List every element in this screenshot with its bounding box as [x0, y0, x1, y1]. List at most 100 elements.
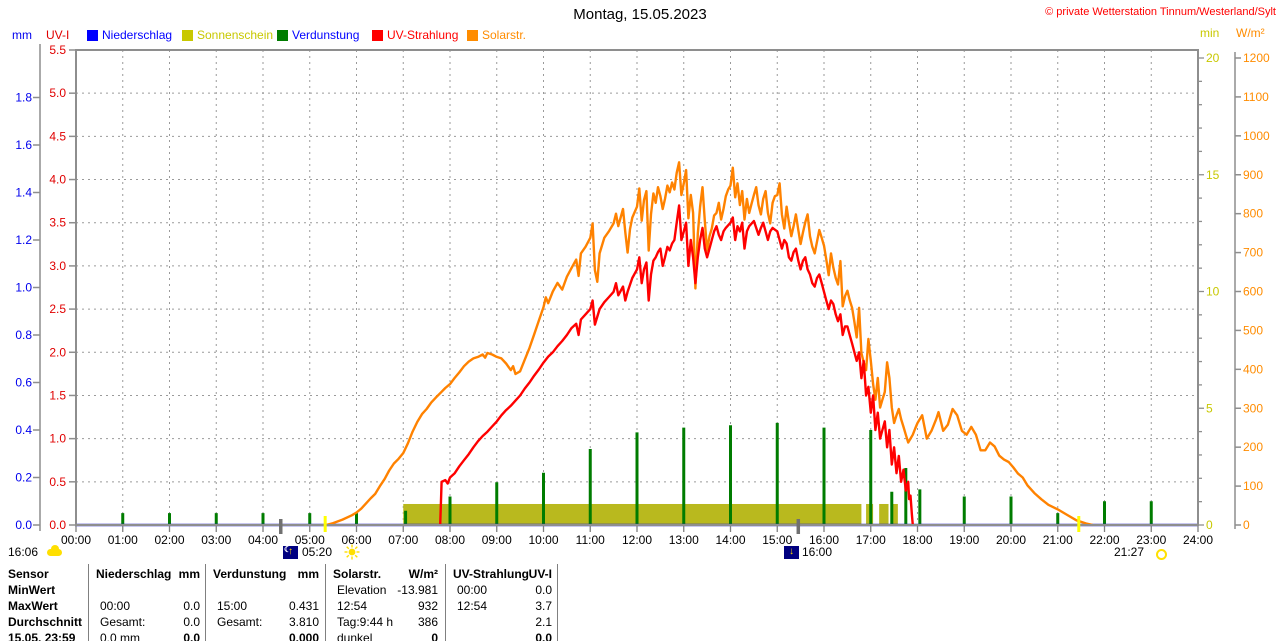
wm2-axis-label: 600: [1243, 285, 1263, 299]
mm-axis-label: 0.2: [15, 471, 32, 485]
table-cell-value: 0.000: [288, 631, 319, 641]
x-axis-label: 22:00: [1089, 533, 1119, 547]
legend-swatch: [277, 29, 288, 41]
uv-axis-label: 0.5: [49, 475, 66, 489]
uv-axis-label: 3.5: [49, 216, 66, 230]
uv-axis-label: 1.0: [49, 432, 66, 446]
legend-swatch: [87, 29, 98, 41]
wm2-axis-label: 1100: [1243, 90, 1269, 104]
sunrise-time-label: 05:20: [302, 545, 333, 559]
table-cell-label: Elevation: [337, 583, 387, 597]
x-axis-label: 03:00: [201, 533, 231, 547]
table-column-separator: [205, 564, 206, 641]
table-row-label: 15.05, 23:59: [8, 631, 76, 641]
table-column-unit: UV-I: [528, 567, 552, 581]
table-column-unit: W/m²: [408, 567, 438, 581]
wm2-axis-label: 1000: [1243, 129, 1270, 143]
legend-label: Verdunstung: [292, 28, 360, 42]
legend-label: UV-Strahlung: [387, 28, 459, 42]
table-column-header: Verdunstung: [213, 567, 287, 581]
uv-curve: [439, 204, 914, 526]
table-row-label: MaxWert: [8, 599, 58, 613]
table-cell-value: 0.0: [535, 631, 552, 641]
table-cell-value: 386: [417, 615, 438, 629]
x-axis-label: 13:00: [669, 533, 699, 547]
legend-item-sonnenschein: Sonnenschein: [182, 28, 277, 42]
plot-border: [75, 49, 1199, 526]
table-column-header: UV-Strahlung: [453, 567, 530, 581]
x-axis-label: 15:00: [762, 533, 792, 547]
mm-axis-label: 0.8: [15, 328, 32, 342]
mm-axis-label: 1.4: [15, 186, 32, 200]
x-axis-label: 02:00: [154, 533, 184, 547]
x-axis-label: 16:00: [809, 533, 839, 547]
table-cell-value: 0: [431, 631, 438, 641]
x-axis-label: 23:00: [1136, 533, 1166, 547]
uv-axis-label: 2.5: [49, 302, 66, 316]
legend: Niederschlag Sonnenschein Verdunstung UV-St…: [87, 28, 562, 42]
table-cell-value: 0.0: [183, 599, 200, 613]
table-cell-label: 15:00: [217, 599, 248, 613]
mm-axis-unit: mm: [12, 28, 32, 42]
min-axis-label: 20: [1206, 51, 1220, 65]
table-column-separator: [88, 564, 89, 641]
uv-axis-label: 3.0: [49, 259, 66, 273]
mm-axis-label: 0.4: [15, 423, 32, 437]
x-axis-label: 17:00: [856, 533, 886, 547]
x-axis-label: 21:00: [1043, 533, 1073, 547]
table-cell-label: 00:00: [100, 599, 131, 613]
table-cell-value: 0.0: [183, 631, 200, 641]
uv-axis-unit: UV-I: [46, 28, 70, 42]
uv-axis-label: 0.0: [49, 518, 66, 532]
sunshine-bar: [891, 503, 898, 525]
x-axis-label: 08:00: [435, 533, 465, 547]
table-cell-label: 12:54: [337, 599, 368, 613]
mm-axis-label: 1.2: [15, 233, 32, 247]
wm2-axis-label: 300: [1243, 401, 1263, 415]
cloud-icon: [47, 545, 62, 556]
legend-label: Niederschlag: [102, 28, 173, 42]
left-time-label: 16:06: [8, 545, 39, 559]
mm-axis-label: 1.8: [15, 91, 32, 105]
solar-curve: [325, 161, 1094, 527]
x-axis-label: 09:00: [482, 533, 512, 547]
legend-swatch: [372, 29, 383, 41]
x-axis-label: 12:00: [622, 533, 652, 547]
table-cell-label: 0.0 mm: [100, 631, 141, 641]
page-title: Montag, 15.05.2023: [573, 6, 707, 23]
table-cell-value: 0.0: [535, 583, 552, 597]
x-axis-label: 19:00: [949, 533, 979, 547]
mm-axis-label: 0.6: [15, 376, 32, 390]
x-axis-label: 18:00: [902, 533, 932, 547]
x-axis-label: 11:00: [576, 533, 605, 547]
min-axis-label: 15: [1206, 168, 1220, 182]
legend-swatch: [182, 29, 193, 41]
x-axis-label: 14:00: [715, 533, 745, 547]
mm-axis-label: 0.0: [15, 518, 32, 532]
wm2-axis-label: 800: [1243, 207, 1263, 221]
x-axis-label: 24:00: [1183, 533, 1213, 547]
legend-item-uv-strahlung: UV-Strahlung: [372, 28, 467, 42]
moon-time-label: 16:00: [802, 545, 833, 559]
table-cell-value: 0.0: [183, 615, 200, 629]
wm2-axis-label: 100: [1243, 479, 1263, 493]
table-cell-value: -13.981: [397, 583, 438, 597]
x-axis-label: 04:00: [248, 533, 278, 547]
table-cell-label: Gesamt:: [100, 615, 146, 629]
table-cell-label: dunkel: [337, 631, 373, 641]
min-axis-label: 0: [1206, 518, 1213, 532]
table-column-header: Niederschlag: [96, 567, 172, 581]
wm2-axis-label: 700: [1243, 246, 1263, 260]
table-cell-label: Gesamt:: [217, 615, 263, 629]
uv-axis-label: 5.0: [49, 86, 66, 100]
wm2-axis-label: 1200: [1243, 51, 1270, 65]
x-axis-label: 00:00: [61, 533, 91, 547]
table-column-unit: mm: [297, 567, 319, 581]
moonrise-icon: ☾ ↑: [283, 545, 298, 559]
x-axis-label: 10:00: [528, 533, 558, 547]
mm-axis-label: 1.0: [15, 281, 32, 295]
x-axis-label: 20:00: [996, 533, 1026, 547]
legend-label: Solarstr.: [482, 28, 527, 42]
table-column-separator: [325, 564, 326, 641]
